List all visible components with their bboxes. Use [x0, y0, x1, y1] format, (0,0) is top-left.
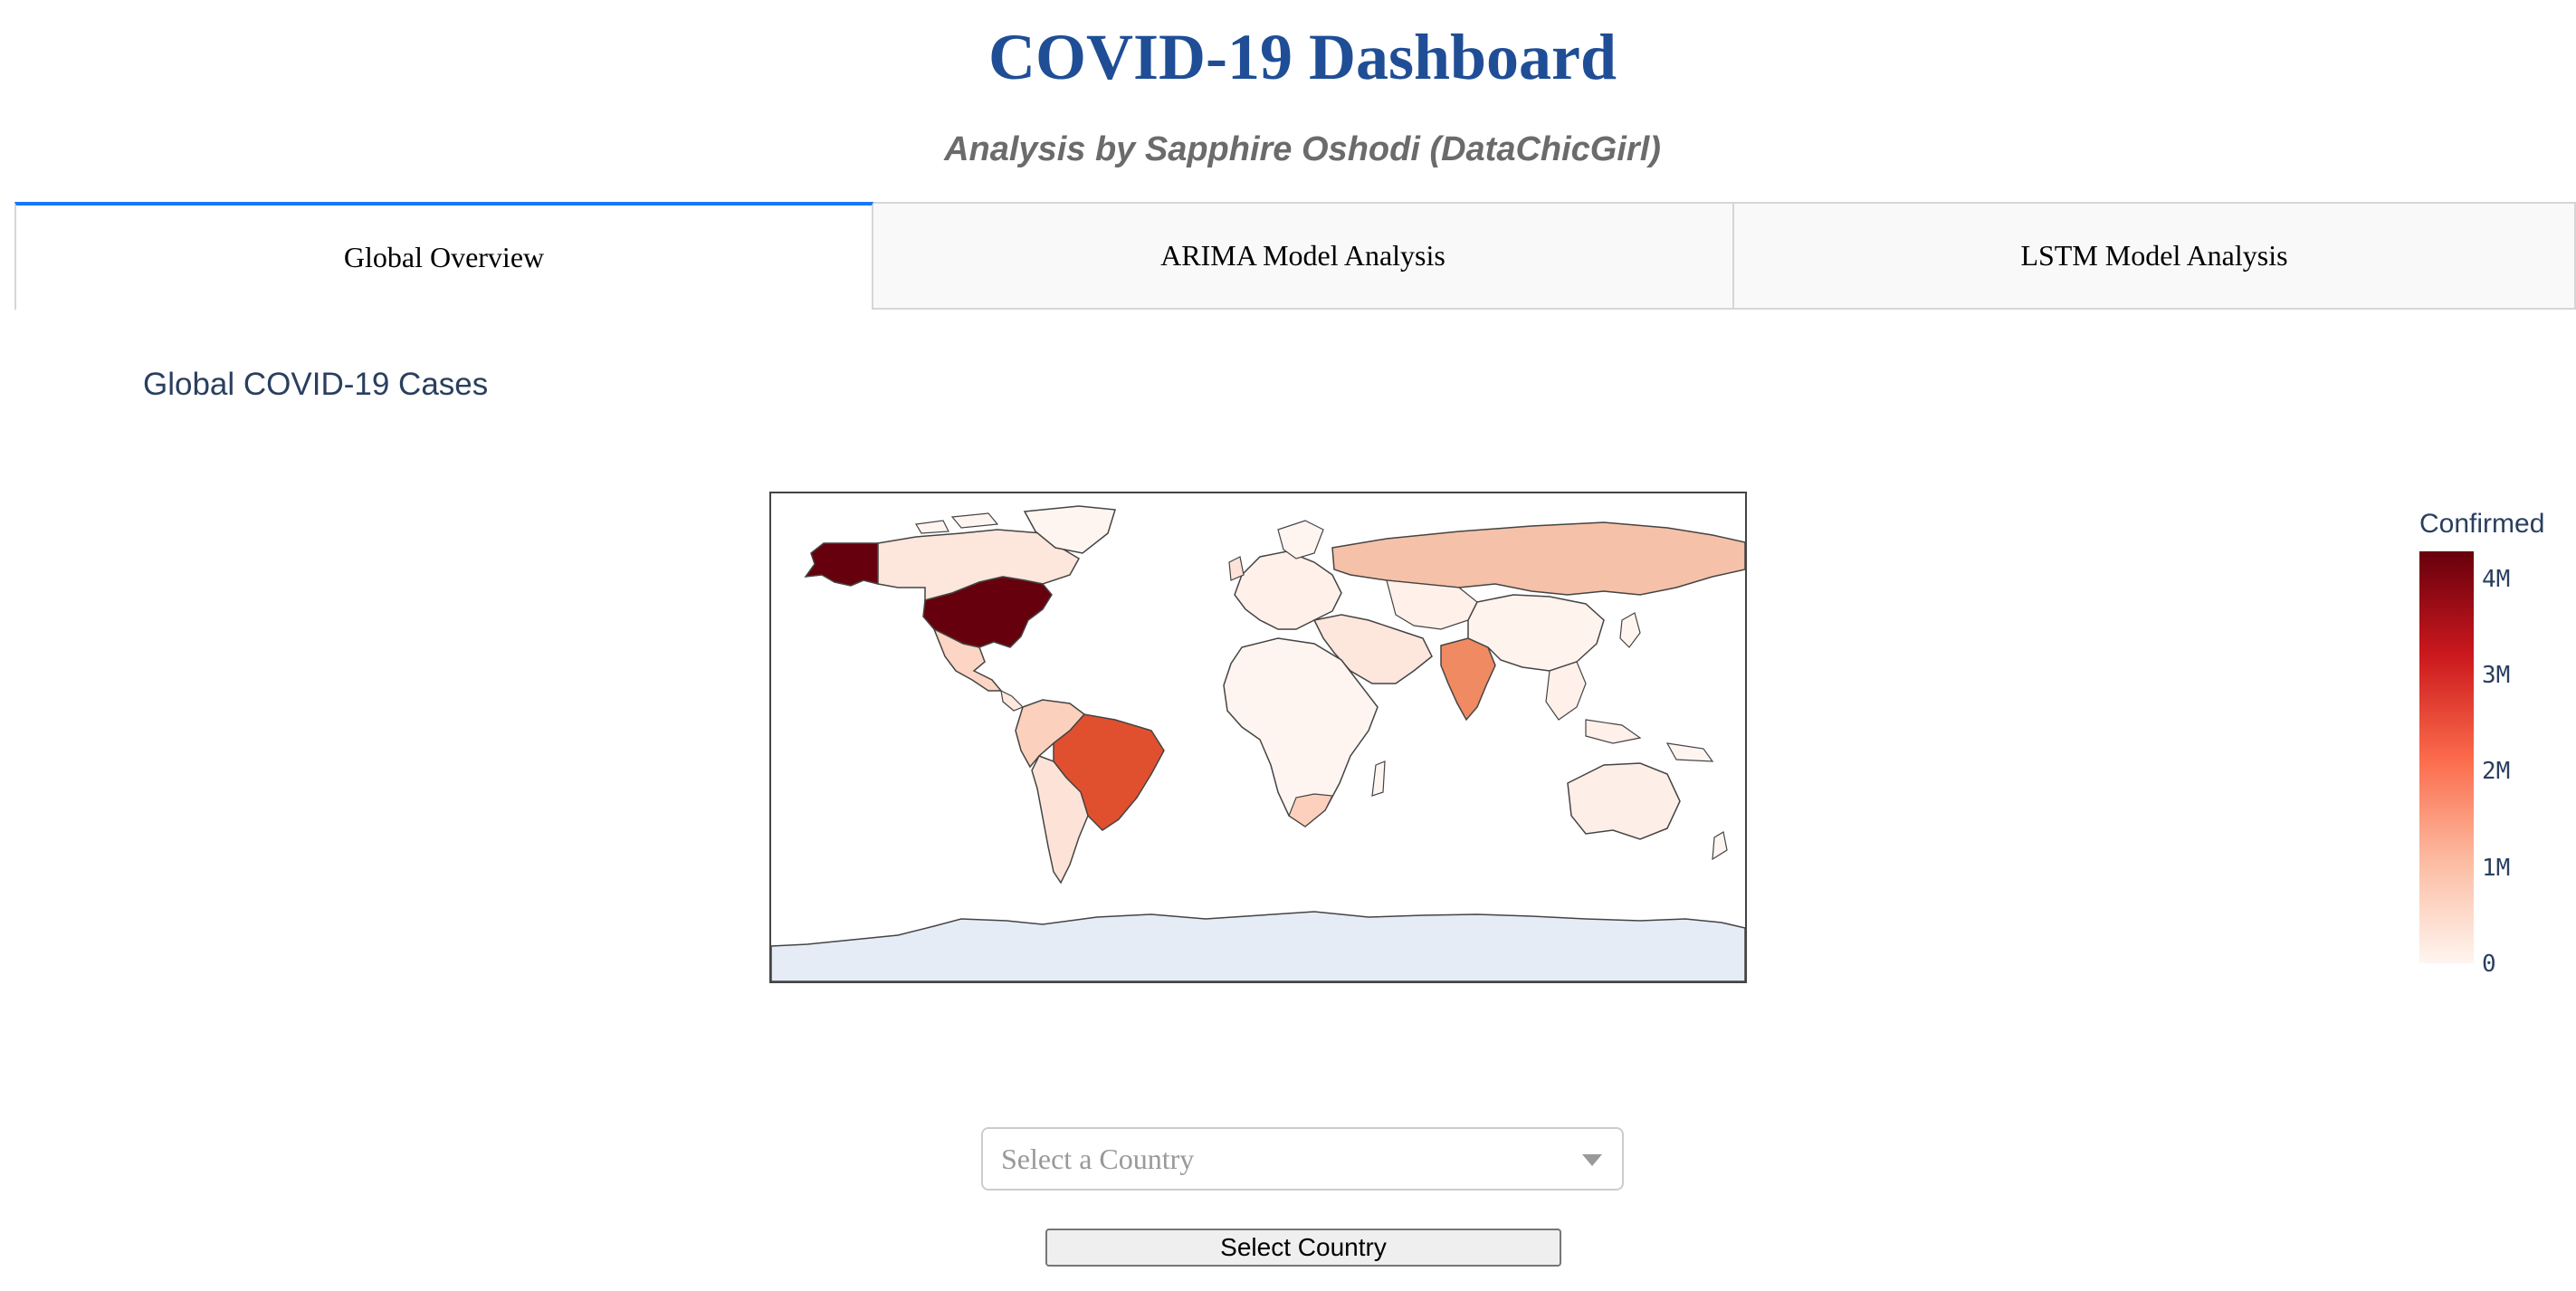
region-mexico[interactable] — [932, 627, 1003, 692]
region-australia[interactable] — [1567, 762, 1681, 840]
region-united-kingdom[interactable] — [1228, 556, 1245, 581]
colorbar-tick-0: 0 — [2482, 951, 2496, 978]
region-scandinavia[interactable] — [1277, 520, 1324, 559]
region-middle-east[interactable] — [1312, 614, 1433, 684]
colorbar-tick-3m: 3M — [2482, 662, 2511, 689]
tab-global-overview[interactable]: Global Overview — [14, 202, 873, 310]
tab-bar: Global Overview ARIMA Model Analysis LST… — [14, 202, 2576, 312]
region-greenland[interactable] — [1023, 505, 1116, 554]
colorbar-tick-1m: 1M — [2482, 855, 2511, 882]
region-southeast-asia[interactable] — [1545, 661, 1642, 744]
chevron-down-icon[interactable] — [1582, 1154, 1602, 1166]
colorbar-title: Confirmed — [2419, 509, 2545, 539]
region-japan[interactable] — [1619, 612, 1641, 648]
world-map-svg[interactable] — [771, 493, 1745, 981]
region-central-america[interactable] — [1000, 689, 1025, 712]
colorbar-tick-4m: 4M — [2482, 566, 2511, 593]
region-arctic-islands[interactable] — [915, 512, 999, 534]
country-dropdown-placeholder: Select a Country — [1001, 1142, 1195, 1175]
region-southern-cone[interactable] — [1031, 755, 1089, 885]
tab-arima-model-analysis[interactable]: ARIMA Model Analysis — [873, 202, 1734, 310]
tab-lstm-model-analysis[interactable]: LSTM Model Analysis — [1734, 202, 2576, 310]
region-south-africa[interactable] — [1288, 793, 1333, 827]
page-subtitle: Analysis by Sapphire Oshodi (DataChicGir… — [944, 130, 1661, 168]
region-papua[interactable] — [1665, 742, 1714, 762]
region-antarctica[interactable] — [771, 911, 1745, 981]
page-title: COVID-19 Dashboard — [987, 21, 1617, 93]
world-map[interactable] — [769, 492, 1747, 983]
region-new-zealand[interactable] — [1712, 831, 1728, 861]
select-country-button[interactable]: Select Country — [1045, 1229, 1561, 1267]
figure-title: Global COVID-19 Cases — [143, 367, 489, 402]
region-madagascar[interactable] — [1371, 760, 1386, 797]
country-dropdown[interactable]: Select a Country — [981, 1127, 1624, 1191]
colorbar-tick-2m: 2M — [2482, 758, 2511, 785]
colorbar — [2419, 551, 2474, 963]
